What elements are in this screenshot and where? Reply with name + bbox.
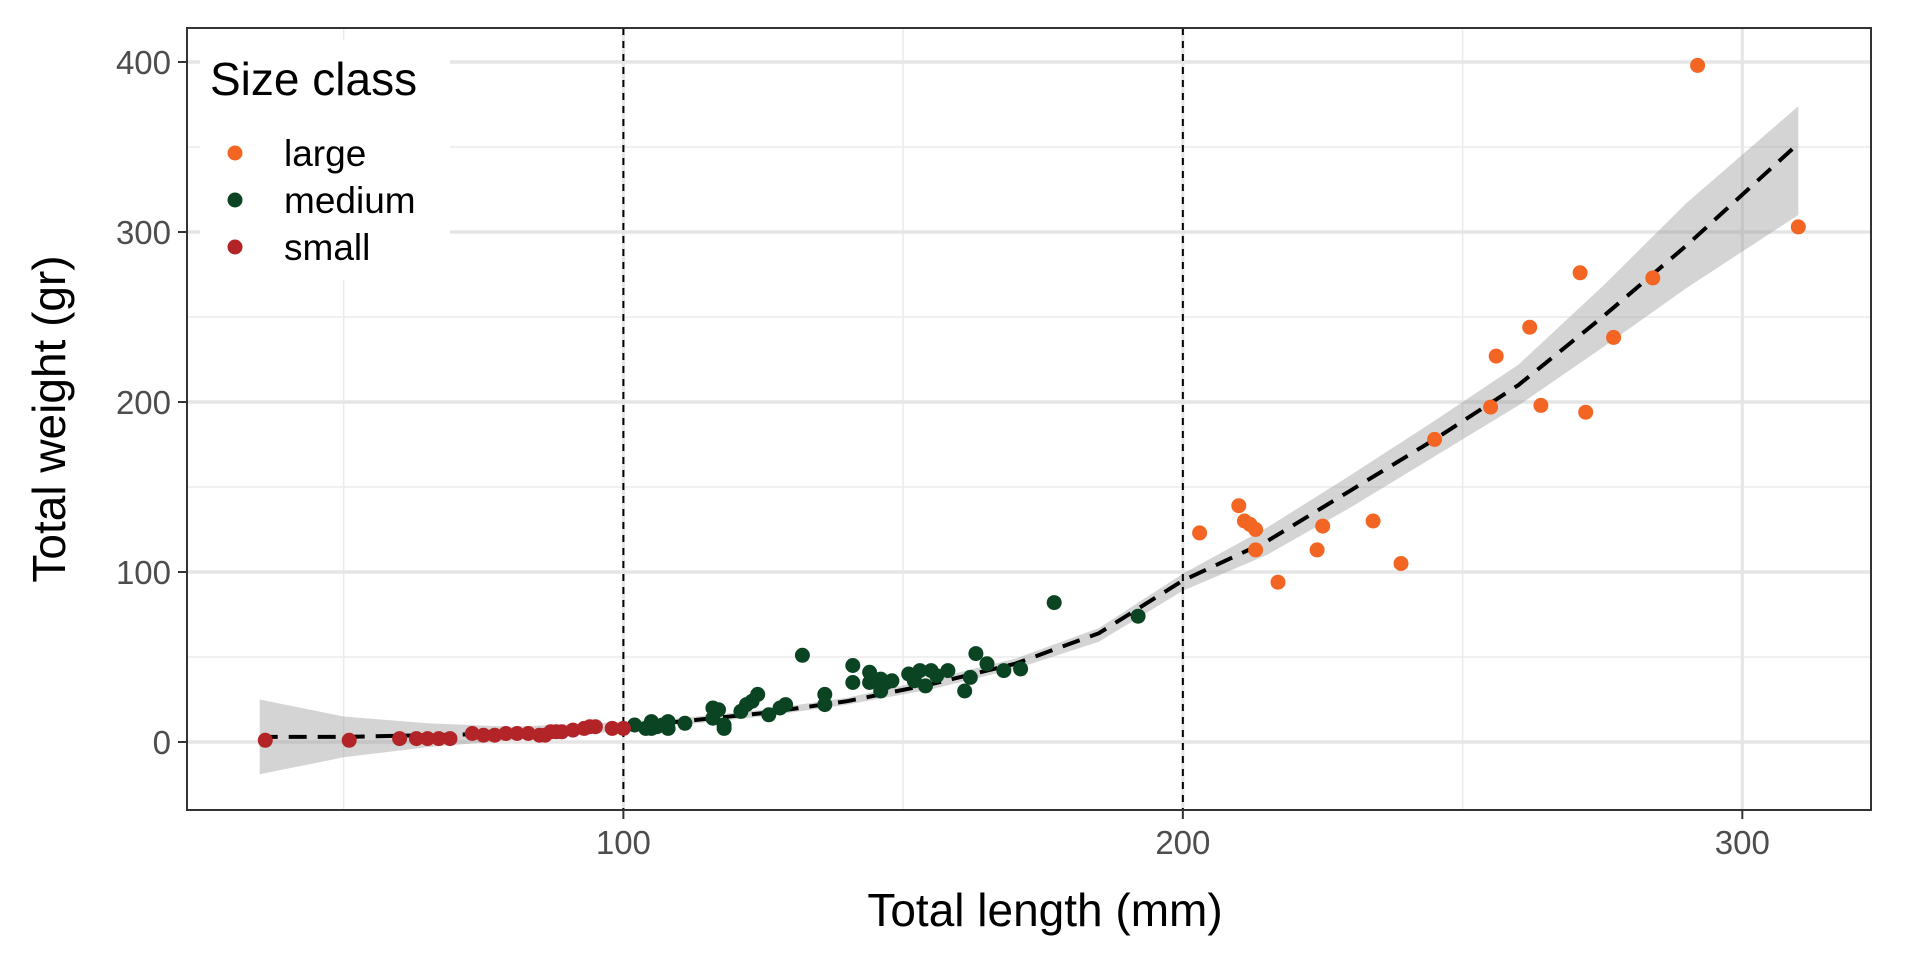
data-point-medium: [1130, 608, 1146, 624]
y-tick-label: 300: [116, 214, 171, 251]
data-point-large: [1522, 319, 1538, 335]
data-point-medium: [957, 683, 973, 699]
data-point-large: [1645, 270, 1661, 286]
data-point-small: [615, 720, 631, 736]
data-point-medium: [962, 669, 978, 685]
y-tick-label: 0: [153, 724, 171, 761]
data-point-medium: [845, 658, 861, 673]
data-point-small: [341, 732, 357, 748]
data-point-large: [1270, 574, 1286, 590]
panel-border: [186, 27, 1872, 811]
y-tick-label: 100: [116, 554, 171, 591]
data-point-medium: [716, 720, 732, 736]
legend-entries: large medium small: [227, 133, 416, 268]
data-point-medium: [677, 715, 693, 731]
legend-label-small: small: [284, 227, 370, 268]
data-point-medium: [912, 663, 928, 679]
data-point-medium: [968, 646, 984, 662]
y-axis: 0 100 200 300 400: [116, 44, 187, 761]
data-point-medium: [711, 702, 726, 718]
data-point-small: [520, 726, 536, 741]
reference-lines: [622, 28, 1184, 810]
data-point-large: [1572, 265, 1588, 281]
x-axis-title: Total length (mm): [867, 884, 1222, 936]
data-point-small: [392, 731, 408, 747]
data-point-medium: [750, 686, 766, 702]
data-point-medium: [918, 678, 933, 694]
data-point-small: [408, 731, 424, 747]
panel-background: [187, 28, 1871, 810]
data-point-large: [1427, 431, 1443, 447]
data-point-large: [1606, 329, 1622, 345]
data-point-medium: [862, 664, 878, 680]
data-point-medium: [845, 675, 861, 690]
x-tick-label: 300: [1715, 824, 1770, 861]
data-point-large: [1690, 57, 1706, 73]
data-point-medium: [996, 663, 1012, 679]
data-point-small: [498, 726, 514, 741]
data-point-large: [1578, 404, 1594, 420]
data-point-large: [1248, 542, 1264, 558]
data-point-medium: [1013, 661, 1029, 677]
data-point-medium: [884, 673, 900, 689]
data-point-medium: [940, 663, 956, 679]
data-point-large: [1248, 522, 1264, 537]
data-point-small: [476, 727, 491, 743]
data-point-large: [1483, 399, 1499, 415]
legend-key-medium: [227, 192, 243, 208]
data-point-medium: [794, 647, 810, 663]
data-point-large: [1309, 542, 1325, 558]
data-point-medium: [979, 656, 995, 672]
data-point-large: [1231, 498, 1247, 514]
data-point-large: [1315, 518, 1331, 534]
data-point-large: [1533, 397, 1549, 413]
y-tick-label: 200: [116, 384, 171, 421]
data-point-large: [1365, 513, 1381, 529]
legend-background: [200, 40, 450, 280]
data-point-small: [509, 726, 525, 741]
data-point-medium: [660, 714, 676, 730]
legend-label-medium: medium: [284, 180, 416, 221]
data-point-small: [565, 722, 581, 738]
data-point-small: [554, 724, 570, 740]
data-point-medium: [1046, 595, 1062, 611]
data-point-small: [431, 731, 447, 747]
x-tick-label: 200: [1155, 824, 1210, 861]
legend-label-large: large: [284, 133, 366, 174]
data-point-small: [257, 732, 273, 748]
y-axis-title: Total weight (gr): [23, 255, 75, 582]
data-point-small: [587, 719, 603, 735]
data-point-medium: [817, 697, 833, 713]
y-tick-label: 400: [116, 44, 171, 81]
legend: Size class large medium small: [200, 40, 450, 280]
data-point-small: [442, 731, 458, 747]
data-points: [257, 57, 1806, 748]
data-point-medium: [761, 707, 777, 723]
data-point-small: [487, 727, 503, 743]
data-point-small: [464, 726, 480, 741]
data-point-large: [1790, 219, 1806, 235]
data-point-large: [1192, 525, 1208, 541]
x-tick-label: 100: [596, 824, 651, 861]
legend-key-small: [227, 239, 243, 255]
data-point-medium: [929, 668, 945, 684]
legend-title: Size class: [210, 53, 417, 105]
data-point-small: [604, 720, 620, 736]
data-point-large: [1488, 348, 1504, 364]
x-axis: 100 200 300: [596, 810, 1770, 861]
data-point-small: [420, 731, 436, 747]
data-point-large: [1393, 556, 1409, 571]
legend-key-large: [227, 145, 243, 161]
data-point-medium: [778, 697, 794, 713]
